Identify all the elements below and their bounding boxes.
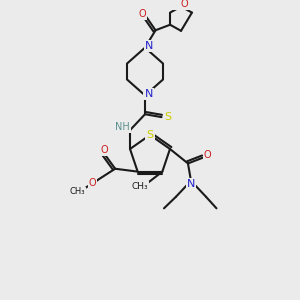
Text: O: O <box>180 0 188 9</box>
Text: O: O <box>101 145 109 155</box>
Text: O: O <box>138 9 146 19</box>
Text: CH₃: CH₃ <box>70 188 86 196</box>
Text: N: N <box>187 179 195 189</box>
Text: NH: NH <box>115 122 130 132</box>
Text: S: S <box>146 130 154 140</box>
Text: O: O <box>89 178 97 188</box>
Text: S: S <box>164 112 171 122</box>
Text: CH₃: CH₃ <box>131 182 148 190</box>
Text: O: O <box>204 150 211 160</box>
Text: N: N <box>145 41 154 51</box>
Text: N: N <box>144 89 153 99</box>
